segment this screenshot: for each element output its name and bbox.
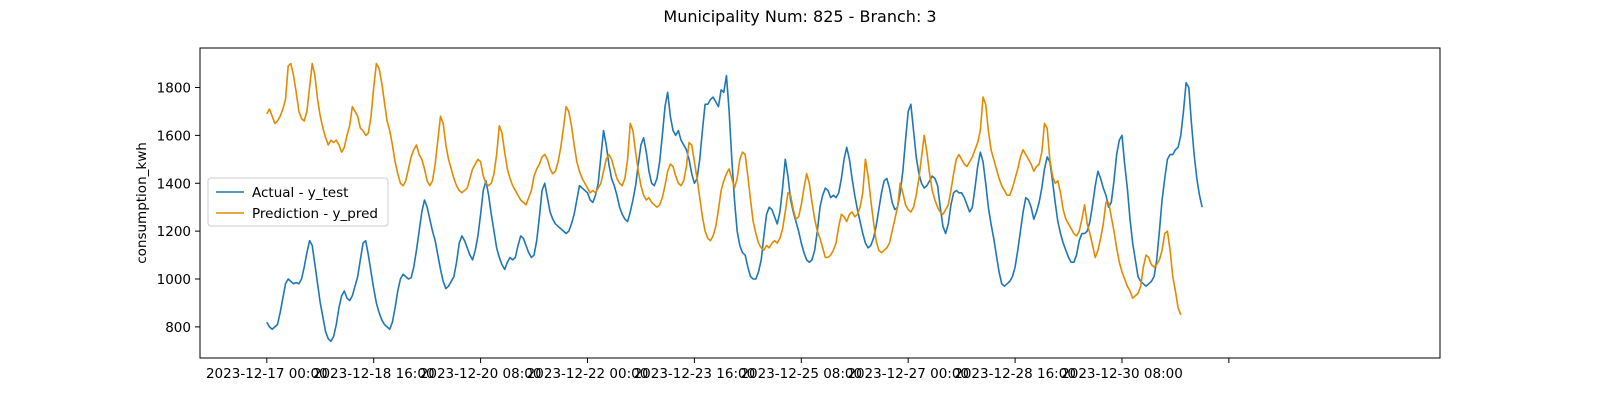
x-tick-label: 2023-12-20 08:00 [420,366,542,382]
y-axis-title: consumption_kwh [134,142,150,264]
legend-box [207,177,389,227]
x-tick-label: 2023-12-28 16:00 [954,366,1076,382]
plot-area: 800 1000 1200 1400 1600 1800 2023-12-17 00:00… [157,47,1441,382]
x-tick-label: 2023-12-17 00:00 [206,366,328,382]
x-tick-label: 2023-12-23 16:00 [634,366,756,382]
x-tick-label: 2023-12-25 08:00 [740,366,862,382]
legend-label-actual: Actual - y_test [252,185,348,201]
y-tick-label: 1200 [157,224,191,240]
y-axis: 800 1000 1200 1400 1600 1800 [157,80,200,336]
series-line-0 [266,74,1203,343]
x-tick-label: 2023-12-18 16:00 [313,366,435,382]
y-tick-label: 1800 [157,80,191,96]
y-tick-label: 1600 [157,128,191,144]
legend-label-prediction: Prediction - y_pred [252,206,378,222]
chart-title: Municipality Num: 825 - Branch: 3 [663,7,936,26]
y-tick-label: 1000 [157,272,191,288]
x-tick-label: 2023-12-27 00:00 [847,366,969,382]
plot-frame [199,47,1441,359]
x-tick-label: 2023-12-30 08:00 [1061,366,1183,382]
series-layer [266,62,1203,343]
legend: Actual - y_test Prediction - y_pred [207,177,389,227]
series-line-1 [266,62,1182,316]
y-tick-label: 1400 [157,176,191,192]
x-tick-label: 2023-12-22 00:00 [527,366,649,382]
y-tick-label: 800 [165,320,191,336]
